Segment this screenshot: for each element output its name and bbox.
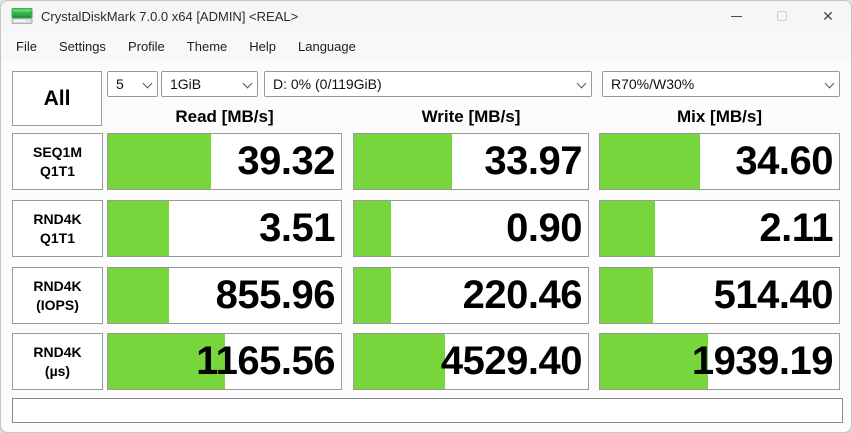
test-count-dropdown[interactable]: 5 xyxy=(107,71,158,97)
result-cell-iops-write: 220.46 xyxy=(353,267,589,324)
menu-language[interactable]: Language xyxy=(298,38,356,54)
mix-ratio-value: R70%/W30% xyxy=(611,76,695,92)
row-label-line2: Q1T1 xyxy=(39,162,75,179)
test-size-dropdown[interactable]: 1GiB xyxy=(161,71,258,97)
result-value: 33.97 xyxy=(484,139,582,183)
result-bar xyxy=(354,268,392,323)
result-value: 0.90 xyxy=(506,206,582,250)
result-value: 1939.19 xyxy=(691,339,834,383)
row-label-line2: (µs) xyxy=(44,362,71,379)
result-value: 855.96 xyxy=(215,273,336,317)
mix-ratio-dropdown[interactable]: R70%/W30% xyxy=(602,71,840,97)
result-cell-rnd4k-mix: 2.11 xyxy=(599,200,840,257)
row-label-line1: RND4K xyxy=(33,343,82,360)
maximize-icon xyxy=(777,11,787,21)
menu-profile[interactable]: Profile xyxy=(127,38,165,54)
target-drive-value: D: 0% (0/119GiB) xyxy=(273,76,382,92)
result-cell-seq1m-write: 33.97 xyxy=(353,133,589,190)
title-bar[interactable]: CrystalDiskMark 7.0.0 x64 [ADMIN] <REAL>… xyxy=(1,1,851,31)
result-value: 39.32 xyxy=(237,139,335,183)
result-bar xyxy=(354,134,453,189)
maximize-button[interactable] xyxy=(759,1,805,31)
chevron-down-icon xyxy=(825,80,833,88)
test-count-value: 5 xyxy=(116,76,124,92)
result-bar xyxy=(108,134,211,189)
result-bar xyxy=(354,334,446,389)
row-button-rnd4k-iops[interactable]: RND4K (IOPS) xyxy=(12,267,103,324)
result-value: 34.60 xyxy=(735,139,833,183)
run-all-button[interactable]: All xyxy=(12,71,102,126)
result-cell-seq1m-mix: 34.60 xyxy=(599,133,840,190)
menu-bar: File Settings Profile Theme Help Languag… xyxy=(1,31,851,61)
close-icon: ✕ xyxy=(822,8,834,24)
result-cell-us-read: 1165.56 xyxy=(107,333,342,390)
row-button-rnd4k-us[interactable]: RND4K (µs) xyxy=(12,333,103,390)
chevron-down-icon xyxy=(243,80,251,88)
result-bar xyxy=(108,268,169,323)
row-button-rnd4k-q1t1[interactable]: RND4K Q1T1 xyxy=(12,200,103,257)
chevron-down-icon xyxy=(143,80,151,88)
column-header-mix: Mix [MB/s] xyxy=(677,107,762,126)
row-label-line2: (IOPS) xyxy=(36,296,79,313)
menu-help[interactable]: Help xyxy=(249,38,277,54)
menu-file[interactable]: File xyxy=(16,38,37,54)
comment-input[interactable] xyxy=(12,398,843,423)
result-bar xyxy=(600,334,708,389)
result-value: 2.11 xyxy=(759,206,833,250)
target-drive-dropdown[interactable]: D: 0% (0/119GiB) xyxy=(264,71,592,97)
result-bar xyxy=(108,334,225,389)
app-icon xyxy=(11,8,33,24)
result-cell-rnd4k-read: 3.51 xyxy=(107,200,342,257)
result-bar xyxy=(600,268,653,323)
window-controls: ✕ xyxy=(713,1,851,31)
result-cell-us-write: 4529.40 xyxy=(353,333,589,390)
row-label-line1: SEQ1M xyxy=(32,143,82,160)
close-button[interactable]: ✕ xyxy=(805,1,851,31)
row-label-line1: RND4K xyxy=(33,277,82,294)
result-value: 3.51 xyxy=(259,206,335,250)
column-header-write: Write [MB/s] xyxy=(421,107,521,126)
menu-settings[interactable]: Settings xyxy=(58,38,106,54)
result-value: 4529.40 xyxy=(440,339,583,383)
result-bar xyxy=(108,201,169,256)
result-value: 220.46 xyxy=(462,273,583,317)
row-label-line2: Q1T1 xyxy=(39,229,75,246)
minimize-button[interactable] xyxy=(713,1,759,31)
minimize-icon xyxy=(730,15,742,17)
result-cell-iops-read: 855.96 xyxy=(107,267,342,324)
result-cell-rnd4k-write: 0.90 xyxy=(353,200,589,257)
result-bar xyxy=(600,134,701,189)
window-title: CrystalDiskMark 7.0.0 x64 [ADMIN] <REAL> xyxy=(41,8,299,24)
column-header-read: Read [MB/s] xyxy=(175,107,274,126)
chevron-down-icon xyxy=(577,80,585,88)
result-cell-us-mix: 1939.19 xyxy=(599,333,840,390)
result-bar xyxy=(600,201,655,256)
test-size-value: 1GiB xyxy=(170,76,202,92)
result-cell-seq1m-read: 39.32 xyxy=(107,133,342,190)
row-button-seq1m-q1t1[interactable]: SEQ1M Q1T1 xyxy=(12,133,103,190)
result-bar xyxy=(354,201,392,256)
result-cell-iops-mix: 514.40 xyxy=(599,267,840,324)
menu-theme[interactable]: Theme xyxy=(186,38,228,54)
row-label-line1: RND4K xyxy=(33,210,82,227)
result-value: 514.40 xyxy=(713,273,834,317)
result-value: 1165.56 xyxy=(196,339,335,383)
